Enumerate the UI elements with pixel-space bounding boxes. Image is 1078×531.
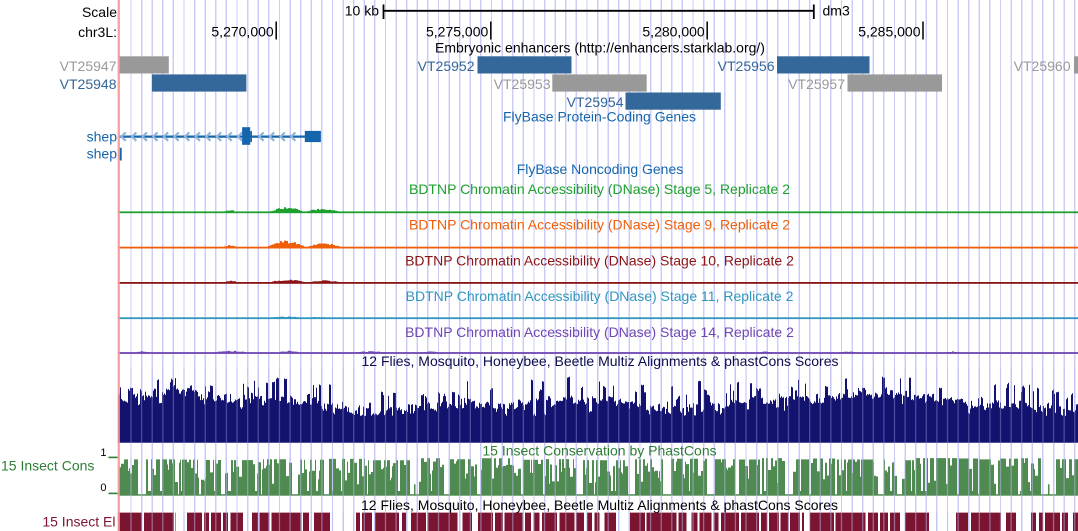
svg-text:BDTNP Chromatin Accessibility: BDTNP Chromatin Accessibility (DNase) St… xyxy=(406,288,794,304)
svg-text:FlyBase Protein-Coding Genes: FlyBase Protein-Coding Genes xyxy=(503,109,696,125)
svg-text:shep: shep xyxy=(87,129,118,145)
svg-text:VT25952: VT25952 xyxy=(418,58,475,74)
svg-text:Scale: Scale xyxy=(82,4,117,20)
svg-text:5,270,000: 5,270,000 xyxy=(211,24,273,40)
svg-text:5,280,000: 5,280,000 xyxy=(642,24,704,40)
svg-text:BDTNP Chromatin Accessibility: BDTNP Chromatin Accessibility (DNase) St… xyxy=(409,217,790,233)
svg-text:12 Flies, Mosquito, Honeybee,: 12 Flies, Mosquito, Honeybee, Beetle Mul… xyxy=(361,497,838,513)
svg-text:1: 1 xyxy=(100,447,106,459)
svg-text:15 Insect Cons: 15 Insect Cons xyxy=(1,458,94,474)
svg-text:VT25956: VT25956 xyxy=(718,58,775,74)
svg-text:VT25947: VT25947 xyxy=(60,58,117,74)
svg-text:0: 0 xyxy=(100,482,106,494)
svg-text:VT25960: VT25960 xyxy=(1014,58,1071,74)
svg-text:VT25953: VT25953 xyxy=(494,76,551,92)
svg-text:BDTNP Chromatin Accessibility: BDTNP Chromatin Accessibility (DNase) St… xyxy=(409,181,790,197)
svg-text:12 Flies, Mosquito, Honeybee,: 12 Flies, Mosquito, Honeybee, Beetle Mul… xyxy=(361,353,838,369)
svg-text:chr3L:: chr3L: xyxy=(78,24,117,40)
svg-text:BDTNP Chromatin Accessibility: BDTNP Chromatin Accessibility (DNase) St… xyxy=(405,252,794,268)
svg-text:Embryonic enhancers (http://en: Embryonic enhancers (http://enhancers.st… xyxy=(435,40,765,56)
svg-text:15 Insect Conservation by Phas: 15 Insect Conservation by PhastCons xyxy=(482,443,716,459)
svg-text:VT25957: VT25957 xyxy=(788,76,845,92)
svg-text:VT25948: VT25948 xyxy=(60,76,117,92)
svg-text:BDTNP Chromatin Accessibility: BDTNP Chromatin Accessibility (DNase) St… xyxy=(405,324,794,340)
svg-text:5,285,000: 5,285,000 xyxy=(858,24,920,40)
svg-text:VT25954: VT25954 xyxy=(567,94,624,110)
svg-text:5,275,000: 5,275,000 xyxy=(426,24,488,40)
svg-text:10 kb: 10 kb xyxy=(345,3,379,19)
svg-text:dm3: dm3 xyxy=(823,3,850,19)
svg-text:shep: shep xyxy=(87,146,118,162)
svg-text:15 Insect El: 15 Insect El xyxy=(42,514,115,530)
svg-text:FlyBase Noncoding Genes: FlyBase Noncoding Genes xyxy=(517,161,684,177)
